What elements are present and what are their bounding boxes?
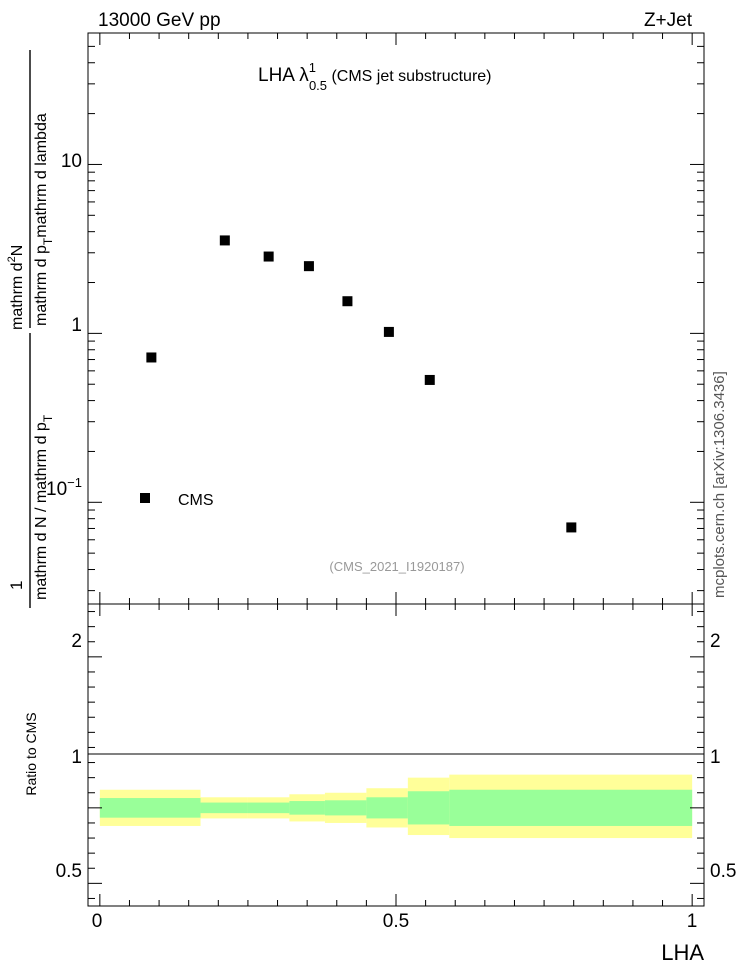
analysis-tag: (CMS_2021_I1920187) xyxy=(329,559,464,574)
ratio-axis-ticks xyxy=(88,604,704,906)
main-y-tick-labels: 10−1 1 10 xyxy=(46,151,82,500)
ratio-y-axis-label: Ratio to CMS xyxy=(23,712,39,795)
data-point-4 xyxy=(342,296,353,307)
ratio-ytick-1-left: 1 xyxy=(71,747,82,768)
band-inner-4 xyxy=(324,800,367,816)
ratio-panel-frame xyxy=(87,603,705,907)
y-label-prefactor-numerator: 1 xyxy=(7,581,26,590)
plot-title: LHA λ1 0.5 (CMS jet substructure) xyxy=(258,60,492,93)
data-point-2 xyxy=(263,251,274,262)
x-axis-label: LHA xyxy=(661,940,704,965)
data-point-6 xyxy=(424,374,435,385)
ratio-ytick-2-right: 2 xyxy=(710,631,721,652)
data-markers xyxy=(146,235,577,533)
xtick-label-0: 0 xyxy=(92,911,103,932)
data-point-3 xyxy=(303,261,314,272)
data-point-5 xyxy=(383,326,394,337)
main-y-axis-label: 1 mathrm d N / mathrm d pT mathrm d2N ma… xyxy=(6,50,55,608)
band-inner-0 xyxy=(99,798,201,818)
legend-marker xyxy=(140,493,150,503)
band-inner-3 xyxy=(289,801,325,815)
ratio-ytick-1-right: 1 xyxy=(710,747,721,768)
band-inner-5 xyxy=(366,797,408,819)
data-point-0 xyxy=(146,352,157,363)
main-panel-frame xyxy=(87,32,705,605)
process-label: Z+Jet xyxy=(644,10,693,31)
data-point-1 xyxy=(219,235,230,246)
ratio-ytick-0p5-left: 0.5 xyxy=(56,861,82,882)
y-label-prefactor-denominator: mathrm d N / mathrm d pT xyxy=(33,414,55,600)
band-inner-7 xyxy=(449,789,693,826)
ytick-label-0p1: 10−1 xyxy=(46,475,82,500)
main-axis-ticks xyxy=(88,32,704,604)
band-inner-2 xyxy=(247,802,290,814)
band-inner-1 xyxy=(200,802,248,814)
ytick-label-1: 1 xyxy=(71,315,82,336)
y-label-numerator: mathrm d2N xyxy=(6,245,26,330)
band-inner-6 xyxy=(407,791,450,825)
ratio-ytick-0p5-right: 0.5 xyxy=(710,861,736,882)
y-label-denominator: mathrm d pTmathrm d lambda xyxy=(33,113,55,326)
ratio-bands xyxy=(99,774,693,839)
energy-label: 13000 GeV pp xyxy=(98,10,221,31)
legend-label: CMS xyxy=(178,492,214,509)
xtick-label-1: 1 xyxy=(687,911,698,932)
ytick-label-10: 10 xyxy=(61,151,82,172)
xtick-label-0p5: 0.5 xyxy=(383,911,409,932)
data-point-7 xyxy=(566,522,577,533)
ratio-ytick-2-left: 2 xyxy=(71,631,82,652)
mcplots-watermark: mcplots.cern.ch [arXiv:1306.3436] xyxy=(711,371,728,598)
